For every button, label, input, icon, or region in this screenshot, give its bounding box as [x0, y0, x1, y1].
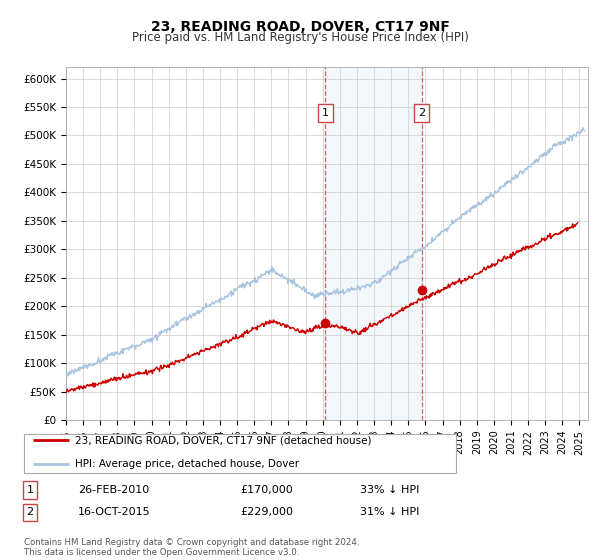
Text: £229,000: £229,000 [240, 507, 293, 517]
Text: 2: 2 [418, 108, 425, 118]
Text: 33% ↓ HPI: 33% ↓ HPI [360, 485, 419, 495]
Text: 16-OCT-2015: 16-OCT-2015 [78, 507, 151, 517]
Text: 31% ↓ HPI: 31% ↓ HPI [360, 507, 419, 517]
Text: 26-FEB-2010: 26-FEB-2010 [78, 485, 149, 495]
Text: Price paid vs. HM Land Registry's House Price Index (HPI): Price paid vs. HM Land Registry's House … [131, 31, 469, 44]
Text: 23, READING ROAD, DOVER, CT17 9NF (detached house): 23, READING ROAD, DOVER, CT17 9NF (detac… [75, 435, 371, 445]
Text: 1: 1 [26, 485, 34, 495]
Text: HPI: Average price, detached house, Dover: HPI: Average price, detached house, Dove… [75, 459, 299, 469]
Text: 23, READING ROAD, DOVER, CT17 9NF: 23, READING ROAD, DOVER, CT17 9NF [151, 20, 449, 34]
Text: 1: 1 [322, 108, 329, 118]
Text: £170,000: £170,000 [240, 485, 293, 495]
Text: 2: 2 [26, 507, 34, 517]
Text: Contains HM Land Registry data © Crown copyright and database right 2024.
This d: Contains HM Land Registry data © Crown c… [24, 538, 359, 557]
Bar [325, 67, 422, 420]
